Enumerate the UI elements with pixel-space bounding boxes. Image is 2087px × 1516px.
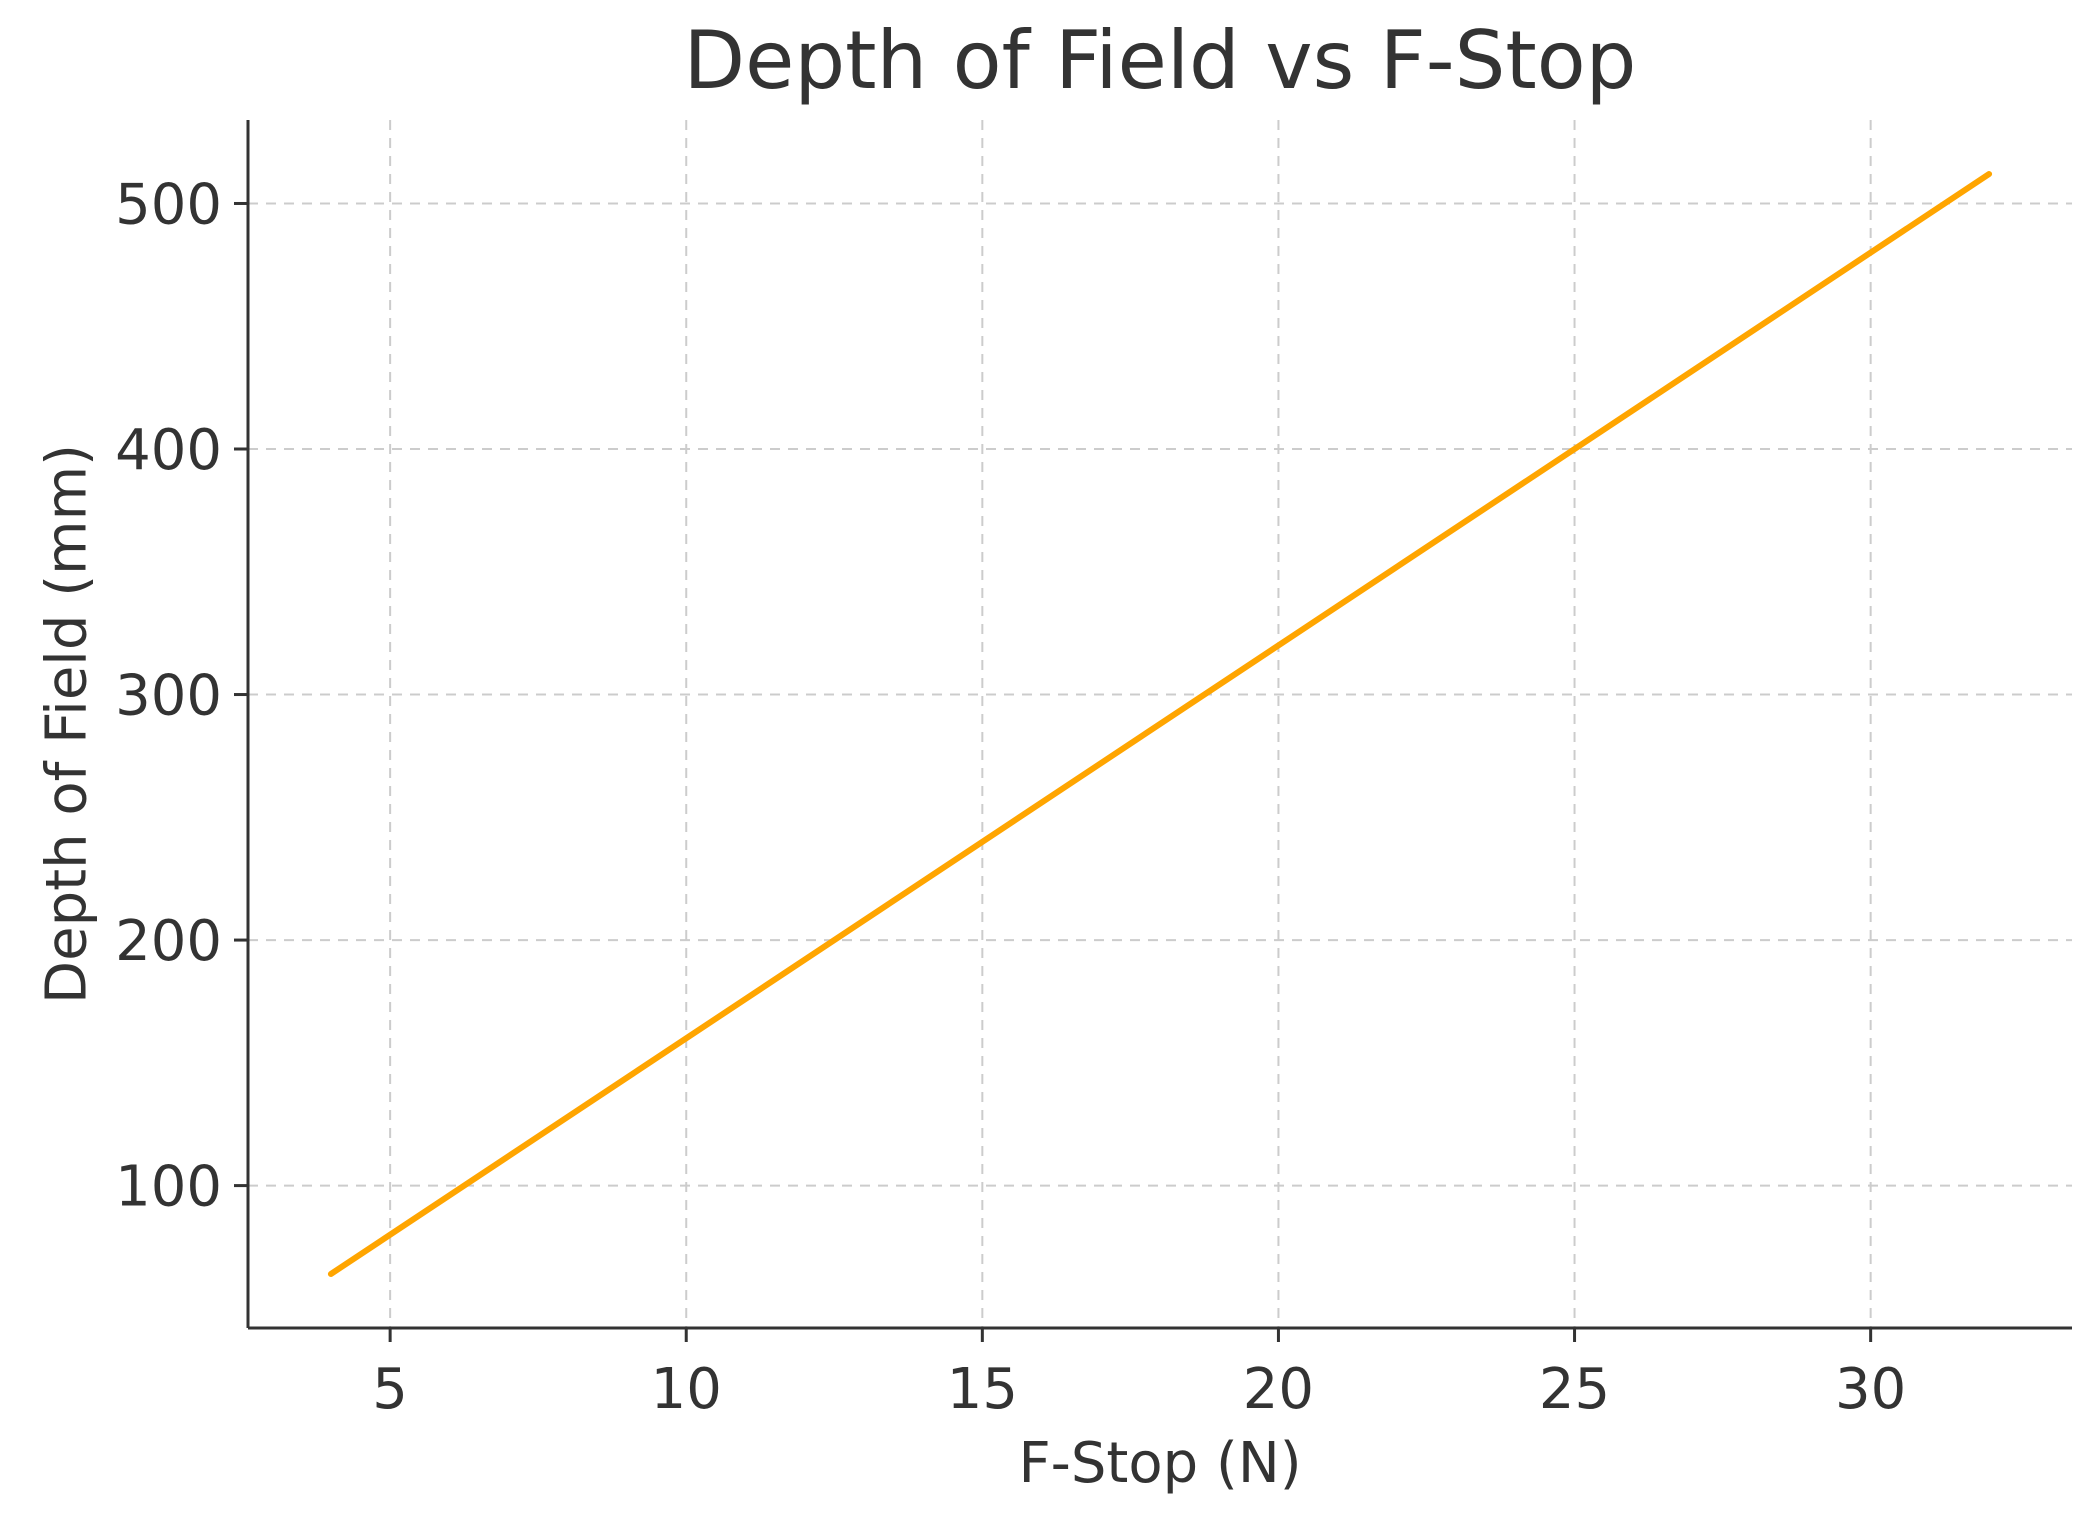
y-tick-label: 400 xyxy=(115,418,222,483)
x-tick-label: 25 xyxy=(1539,1357,1610,1422)
chart-title: Depth of Field vs F-Stop xyxy=(684,14,1637,107)
x-axis-title: F-Stop (N) xyxy=(1018,1431,1301,1496)
y-tick-label: 200 xyxy=(115,909,222,974)
x-tick-label: 10 xyxy=(651,1357,722,1422)
axes xyxy=(246,120,2072,1330)
series xyxy=(327,171,1993,1277)
y-tick-label: 100 xyxy=(115,1155,222,1220)
x-tick-label: 20 xyxy=(1243,1357,1314,1422)
grid xyxy=(248,120,2072,1328)
y-axis-title: Depth of Field (mm) xyxy=(35,444,100,1004)
x-ticks: 5 10 15 20 25 30 xyxy=(372,1328,1906,1422)
y-tick-label: 300 xyxy=(115,664,222,729)
y-ticks: 100 200 300 400 500 xyxy=(115,172,248,1220)
x-tick-label: 30 xyxy=(1835,1357,1906,1422)
x-tick-label: 5 xyxy=(372,1357,408,1422)
series-line xyxy=(327,171,1993,1277)
y-tick-label: 500 xyxy=(115,172,222,237)
x-tick-label: 15 xyxy=(947,1357,1018,1422)
